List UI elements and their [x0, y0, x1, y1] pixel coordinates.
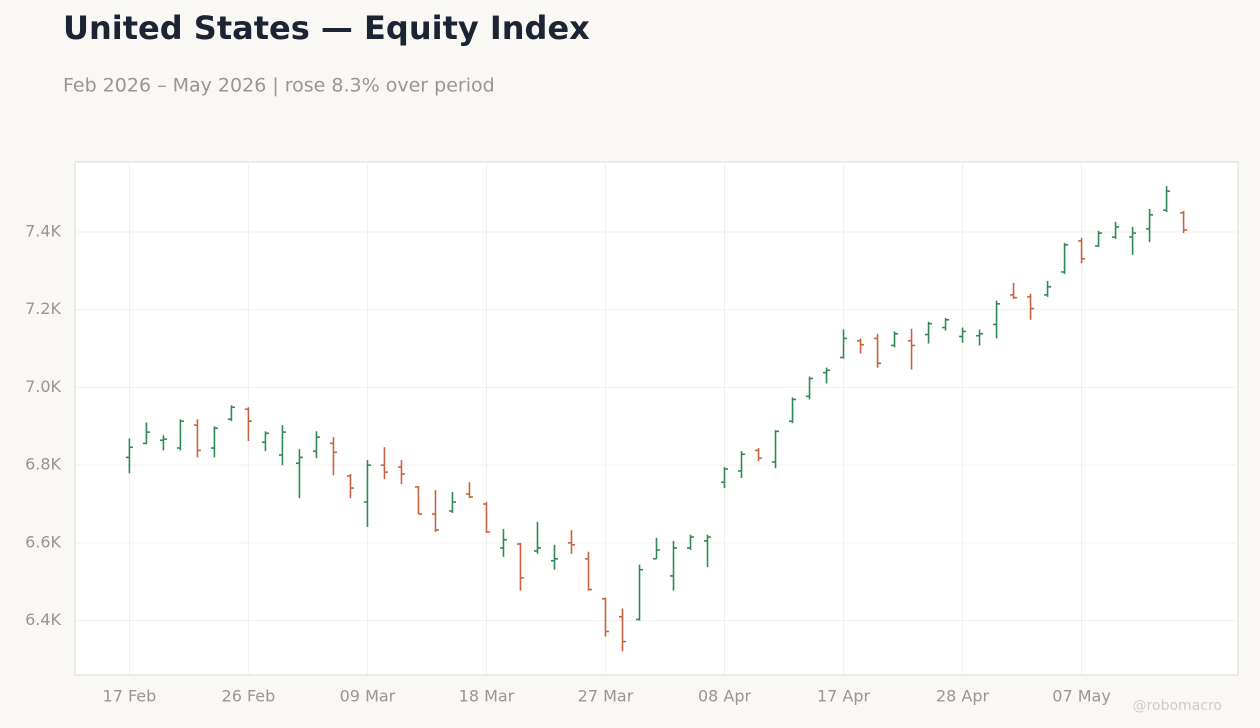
x-tick-label: 26 Feb [222, 687, 276, 706]
y-tick-label: 6.8K [25, 455, 61, 474]
x-tick-label: 27 Mar [578, 687, 634, 706]
chart-subtitle: Feb 2026 – May 2026 | rose 8.3% over per… [63, 75, 495, 97]
watermark: @robomacro [1133, 698, 1222, 714]
x-tick-label: 17 Apr [817, 687, 871, 706]
plot-area [74, 161, 1239, 676]
x-tick-label: 07 May [1052, 687, 1111, 706]
y-tick-label: 7.0K [25, 377, 61, 396]
y-tick-label: 6.4K [25, 610, 61, 629]
y-tick-label: 7.4K [25, 221, 61, 240]
x-tick-label: 09 Mar [340, 687, 396, 706]
x-tick-label: 28 Apr [936, 687, 990, 706]
y-tick-label: 7.2K [25, 299, 61, 318]
chart-title: United States — Equity Index [63, 9, 590, 47]
x-tick-label: 08 Apr [698, 687, 752, 706]
y-tick-label: 6.6K [25, 532, 61, 551]
x-tick-label: 18 Mar [459, 687, 515, 706]
x-tick-label: 17 Feb [103, 687, 157, 706]
